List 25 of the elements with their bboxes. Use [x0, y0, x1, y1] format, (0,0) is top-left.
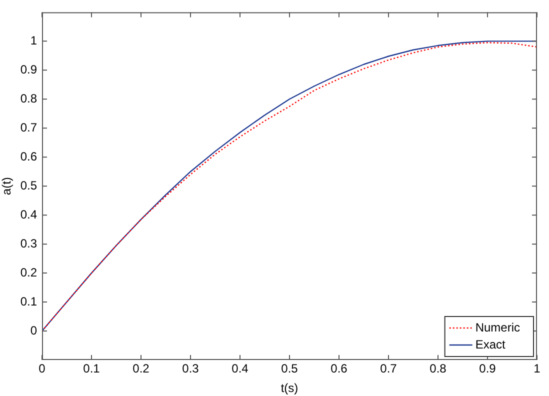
- y-tick-label: 0.4: [20, 207, 38, 222]
- x-tick-label: 0.9: [479, 362, 496, 376]
- x-tick-label: 0.8: [430, 362, 447, 376]
- x-tick-label: 0.7: [380, 362, 398, 376]
- y-axis-title: a(t): [0, 177, 14, 196]
- x-tick-label: 0.3: [182, 362, 200, 376]
- x-tick-label: 0.6: [330, 362, 348, 376]
- y-tick-label: 0.7: [20, 120, 38, 134]
- x-axis-title: t(s): [280, 381, 298, 396]
- y-tick-label: 1: [30, 33, 38, 48]
- x-tick-label: 0.1: [83, 362, 100, 376]
- y-tick-label: 0.1: [20, 294, 38, 308]
- y-tick-label: 0: [30, 323, 38, 338]
- y-tick-label: 0.8: [20, 91, 38, 106]
- x-tick-label: 0.4: [232, 362, 249, 376]
- legend-label: Exact: [475, 337, 506, 352]
- y-tick-label: 0.3: [20, 236, 38, 250]
- y-tick-label: 0.5: [20, 178, 38, 192]
- x-tick-label: 0.2: [132, 362, 150, 376]
- y-tick-label: 0.2: [20, 265, 38, 280]
- y-tick-label: 0.9: [20, 62, 38, 76]
- x-tick-label: 1: [534, 362, 541, 376]
- x-tick-label: 0.5: [281, 362, 298, 376]
- legend-label: Numeric: [475, 320, 520, 334]
- y-tick-label: 0.6: [20, 149, 38, 164]
